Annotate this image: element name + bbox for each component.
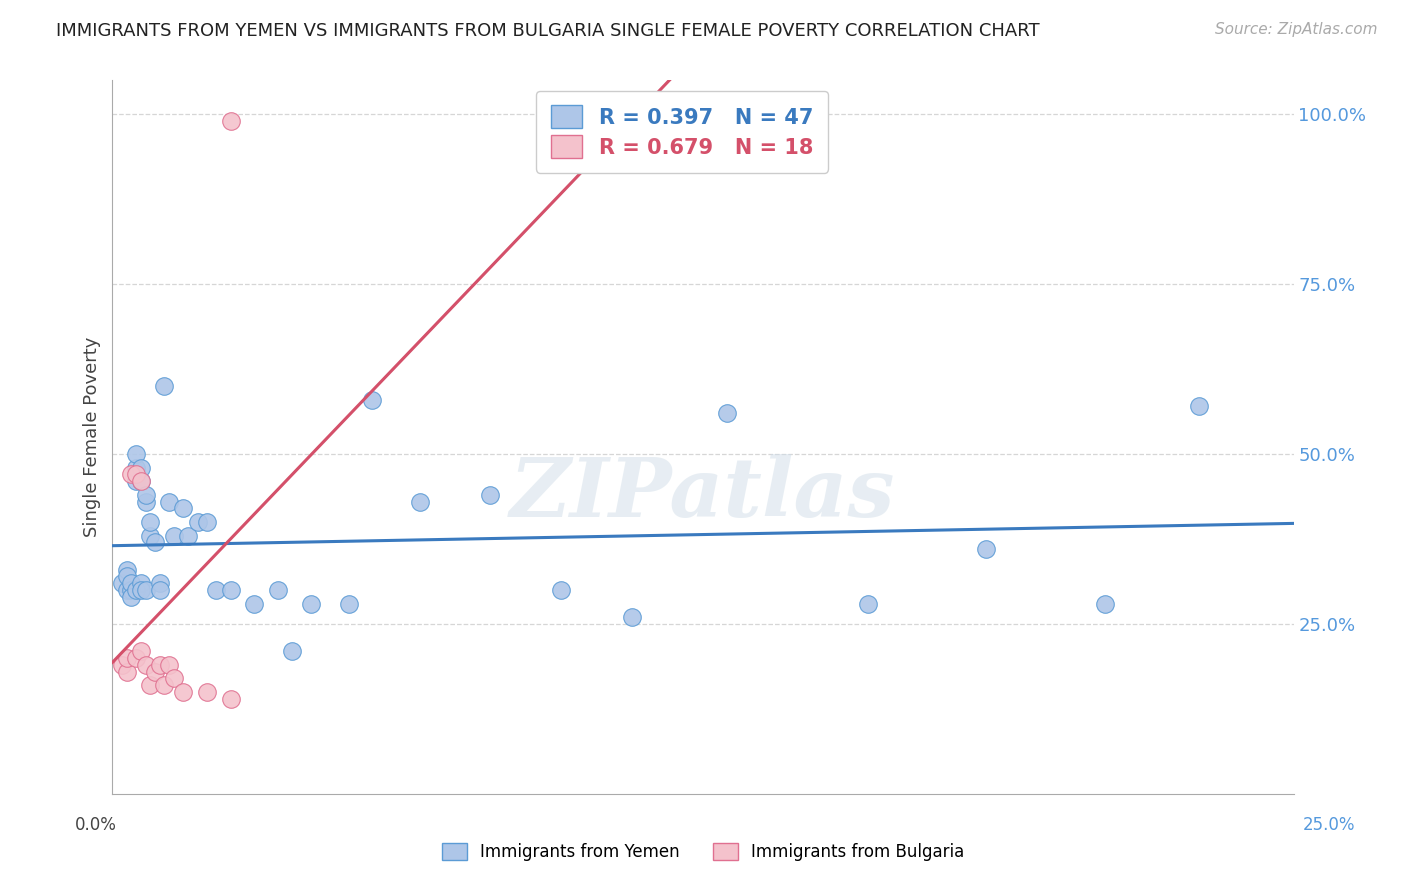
Point (143, 535, 166, 549)
Point (139, 678, 162, 692)
Point (267, 582, 290, 597)
Point (163, 671, 186, 685)
Point (177, 528, 200, 542)
Text: 0.0%: 0.0% (75, 816, 117, 834)
Point (135, 657, 157, 672)
Y-axis label: Single Female Poverty: Single Female Poverty (83, 337, 101, 537)
Point (125, 467, 148, 482)
Point (120, 576, 142, 591)
Point (149, 657, 172, 672)
Text: 25.0%: 25.0% (1302, 816, 1355, 834)
Text: IMMIGRANTS FROM YEMEN VS IMMIGRANTS FROM BULGARIA SINGLE FEMALE POVERTY CORRELAT: IMMIGRANTS FROM YEMEN VS IMMIGRANTS FROM… (56, 22, 1040, 40)
Point (621, 610, 644, 624)
Point (129, 460, 152, 475)
Point (157, 494, 180, 508)
Point (129, 475, 152, 489)
Point (716, 406, 738, 420)
Point (125, 582, 148, 597)
Point (243, 597, 266, 611)
Point (153, 379, 176, 393)
Point (479, 488, 502, 502)
Point (120, 582, 142, 597)
Text: Source: ZipAtlas.com: Source: ZipAtlas.com (1215, 22, 1378, 37)
Point (125, 475, 148, 489)
Point (157, 657, 180, 672)
Point (111, 657, 134, 672)
Point (149, 582, 172, 597)
Point (111, 576, 134, 591)
Point (153, 678, 176, 692)
Point (143, 665, 166, 679)
Point (195, 685, 218, 699)
Point (299, 597, 322, 611)
Point (129, 576, 152, 591)
Point (135, 494, 157, 508)
Point (281, 644, 304, 658)
Point (139, 515, 162, 529)
Point (125, 651, 148, 665)
Point (219, 691, 242, 706)
Text: ZIPatlas: ZIPatlas (510, 454, 896, 534)
Point (205, 582, 228, 597)
Point (550, 582, 572, 597)
Point (172, 501, 194, 516)
Point (125, 447, 148, 461)
Point (120, 467, 142, 482)
Point (186, 515, 208, 529)
Point (149, 576, 172, 591)
Legend: Immigrants from Yemen, Immigrants from Bulgaria: Immigrants from Yemen, Immigrants from B… (434, 836, 972, 868)
Point (129, 644, 152, 658)
Point (129, 582, 152, 597)
Point (976, 542, 998, 557)
Point (163, 528, 186, 542)
Point (219, 114, 242, 128)
Point (1188, 400, 1211, 414)
Point (361, 392, 384, 407)
Point (125, 460, 148, 475)
Point (129, 475, 152, 489)
Legend: R = 0.397   N = 47, R = 0.679   N = 18: R = 0.397 N = 47, R = 0.679 N = 18 (536, 91, 828, 172)
Point (135, 582, 157, 597)
Point (115, 665, 138, 679)
Point (1094, 597, 1116, 611)
Point (115, 569, 138, 583)
Point (195, 515, 218, 529)
Point (408, 494, 430, 508)
Point (115, 582, 138, 597)
Point (115, 651, 138, 665)
Point (139, 528, 162, 542)
Point (135, 488, 157, 502)
Point (120, 590, 142, 604)
Point (172, 685, 194, 699)
Point (858, 597, 880, 611)
Point (337, 597, 360, 611)
Point (219, 582, 242, 597)
Point (115, 563, 138, 577)
